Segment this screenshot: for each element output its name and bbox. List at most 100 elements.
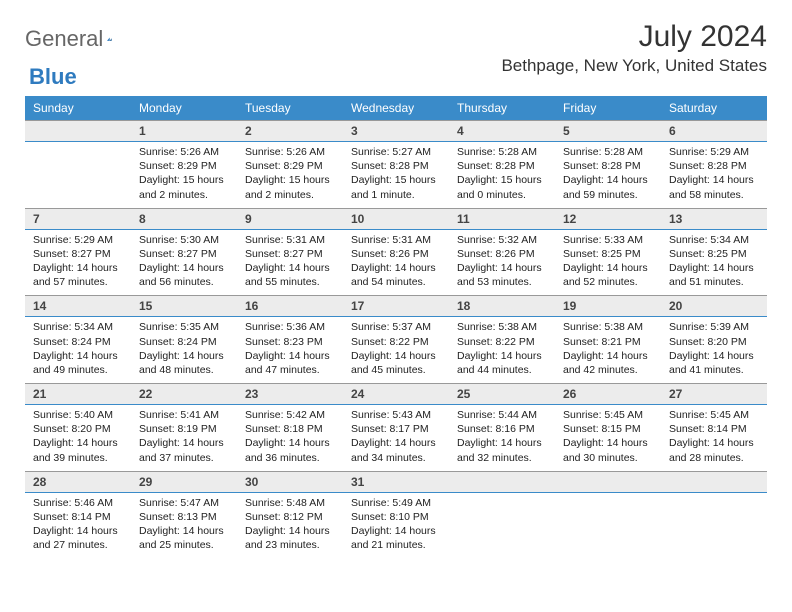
daylight-text-2: and 1 minute. [351,188,441,202]
daylight-text-2: and 55 minutes. [245,275,335,289]
sunset-text: Sunset: 8:27 PM [33,247,123,261]
day-info-cell: Sunrise: 5:31 AMSunset: 8:26 PMDaylight:… [343,230,449,296]
daylight-text-2: and 2 minutes. [139,188,229,202]
daylight-text-1: Daylight: 14 hours [563,349,653,363]
weekday-header: Monday [131,96,237,120]
sunset-text: Sunset: 8:26 PM [457,247,547,261]
sunset-text: Sunset: 8:21 PM [563,335,653,349]
sunrise-text: Sunrise: 5:26 AM [139,145,229,159]
day-info-cell: Sunrise: 5:28 AMSunset: 8:28 PMDaylight:… [555,142,661,208]
day-info-cell: Sunrise: 5:49 AMSunset: 8:10 PMDaylight:… [343,493,449,559]
sunset-text: Sunset: 8:17 PM [351,422,441,436]
sunrise-text: Sunrise: 5:40 AM [33,408,123,422]
daylight-text-2: and 51 minutes. [669,275,759,289]
sunrise-text: Sunrise: 5:33 AM [563,233,653,247]
day-info-cell: Sunrise: 5:45 AMSunset: 8:15 PMDaylight:… [555,405,661,471]
sunset-text: Sunset: 8:15 PM [563,422,653,436]
sunset-text: Sunset: 8:27 PM [245,247,335,261]
day-number-cell: 23 [237,383,343,405]
day-number-cell [555,471,661,493]
sunrise-text: Sunrise: 5:46 AM [33,496,123,510]
day-info-cell [25,142,131,208]
sunrise-text: Sunrise: 5:28 AM [563,145,653,159]
logo: General [25,20,133,52]
daylight-text-1: Daylight: 14 hours [669,173,759,187]
logo-mark-icon [107,29,112,49]
day-number-cell: 16 [237,295,343,317]
sunset-text: Sunset: 8:20 PM [33,422,123,436]
sunset-text: Sunset: 8:22 PM [457,335,547,349]
daylight-text-1: Daylight: 14 hours [139,524,229,538]
daylight-text-1: Daylight: 14 hours [457,261,547,275]
sunset-text: Sunset: 8:16 PM [457,422,547,436]
sunrise-text: Sunrise: 5:26 AM [245,145,335,159]
month-title: July 2024 [501,20,767,54]
sunrise-text: Sunrise: 5:48 AM [245,496,335,510]
daylight-text-2: and 48 minutes. [139,363,229,377]
sunrise-text: Sunrise: 5:37 AM [351,320,441,334]
sunset-text: Sunset: 8:13 PM [139,510,229,524]
sunrise-text: Sunrise: 5:28 AM [457,145,547,159]
daylight-text-1: Daylight: 14 hours [139,349,229,363]
daylight-text-2: and 45 minutes. [351,363,441,377]
day-number-cell: 28 [25,471,131,493]
day-number-cell: 25 [449,383,555,405]
day-number-cell: 7 [25,208,131,230]
sunrise-text: Sunrise: 5:29 AM [669,145,759,159]
daylight-text-2: and 21 minutes. [351,538,441,552]
daylight-text-1: Daylight: 14 hours [351,261,441,275]
daylight-text-2: and 56 minutes. [139,275,229,289]
sunrise-text: Sunrise: 5:34 AM [669,233,759,247]
day-number-cell: 19 [555,295,661,317]
weekday-header: Saturday [661,96,767,120]
daylight-text-2: and 47 minutes. [245,363,335,377]
daylight-text-2: and 2 minutes. [245,188,335,202]
day-info-cell: Sunrise: 5:32 AMSunset: 8:26 PMDaylight:… [449,230,555,296]
day-number-cell: 13 [661,208,767,230]
day-number-cell: 4 [449,120,555,142]
day-number-cell: 3 [343,120,449,142]
day-number-cell: 30 [237,471,343,493]
daylight-text-2: and 52 minutes. [563,275,653,289]
daylight-text-1: Daylight: 14 hours [245,349,335,363]
daylight-text-2: and 27 minutes. [33,538,123,552]
daylight-text-2: and 0 minutes. [457,188,547,202]
sunset-text: Sunset: 8:28 PM [669,159,759,173]
sunset-text: Sunset: 8:14 PM [33,510,123,524]
day-info-cell: Sunrise: 5:35 AMSunset: 8:24 PMDaylight:… [131,317,237,383]
sunrise-text: Sunrise: 5:36 AM [245,320,335,334]
daylight-text-1: Daylight: 14 hours [669,261,759,275]
sunrise-text: Sunrise: 5:49 AM [351,496,441,510]
sunset-text: Sunset: 8:28 PM [351,159,441,173]
day-info-cell: Sunrise: 5:36 AMSunset: 8:23 PMDaylight:… [237,317,343,383]
day-info-cell: Sunrise: 5:39 AMSunset: 8:20 PMDaylight:… [661,317,767,383]
day-info-cell: Sunrise: 5:28 AMSunset: 8:28 PMDaylight:… [449,142,555,208]
day-info-cell: Sunrise: 5:31 AMSunset: 8:27 PMDaylight:… [237,230,343,296]
day-number-cell [25,120,131,142]
day-info-cell: Sunrise: 5:41 AMSunset: 8:19 PMDaylight:… [131,405,237,471]
sunrise-text: Sunrise: 5:35 AM [139,320,229,334]
day-info-cell: Sunrise: 5:46 AMSunset: 8:14 PMDaylight:… [25,493,131,559]
day-number-cell: 21 [25,383,131,405]
sunset-text: Sunset: 8:26 PM [351,247,441,261]
day-info-cell: Sunrise: 5:33 AMSunset: 8:25 PMDaylight:… [555,230,661,296]
day-info-cell: Sunrise: 5:37 AMSunset: 8:22 PMDaylight:… [343,317,449,383]
day-info-cell: Sunrise: 5:29 AMSunset: 8:27 PMDaylight:… [25,230,131,296]
daylight-text-1: Daylight: 14 hours [563,173,653,187]
day-number-cell: 10 [343,208,449,230]
sunrise-text: Sunrise: 5:27 AM [351,145,441,159]
day-info-cell: Sunrise: 5:38 AMSunset: 8:22 PMDaylight:… [449,317,555,383]
daylight-text-1: Daylight: 14 hours [245,436,335,450]
weekday-header-row: SundayMondayTuesdayWednesdayThursdayFrid… [25,96,767,120]
daylight-text-1: Daylight: 14 hours [457,436,547,450]
weekday-header: Sunday [25,96,131,120]
sunset-text: Sunset: 8:25 PM [669,247,759,261]
daylight-text-2: and 39 minutes. [33,451,123,465]
sunset-text: Sunset: 8:12 PM [245,510,335,524]
day-info-cell: Sunrise: 5:45 AMSunset: 8:14 PMDaylight:… [661,405,767,471]
day-info-cell [449,493,555,559]
sunrise-text: Sunrise: 5:31 AM [245,233,335,247]
sunset-text: Sunset: 8:28 PM [563,159,653,173]
day-info-cell [555,493,661,559]
day-info-cell: Sunrise: 5:48 AMSunset: 8:12 PMDaylight:… [237,493,343,559]
